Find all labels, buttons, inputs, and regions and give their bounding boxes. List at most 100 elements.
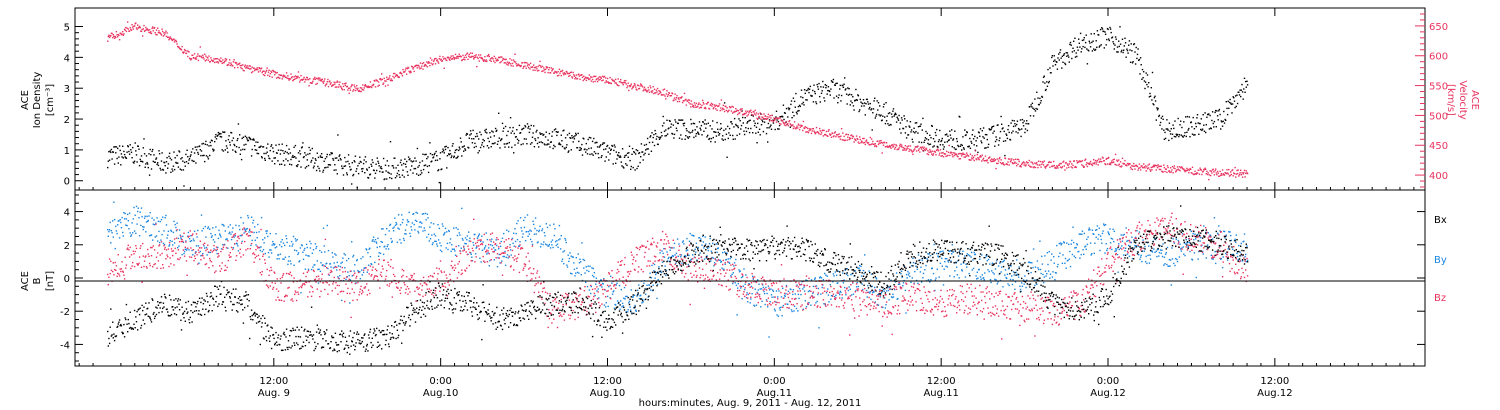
ion-density-point [150,168,153,170]
ion-density-point [984,147,986,149]
ion-density-point [1200,128,1202,131]
ion-density-point [813,84,815,86]
ion-density-point [483,145,485,148]
velocity-point [544,68,547,71]
by-point [658,266,660,268]
ion-density-point [546,143,549,145]
velocity-point [409,70,412,72]
ion-density-point [1024,131,1026,134]
by-point [601,286,603,288]
by-point [451,244,453,246]
by-point [768,336,770,338]
velocity-point [150,32,153,35]
ion-density-point [527,127,529,129]
ion-density-point [1150,87,1152,89]
ion-density-point [347,160,349,163]
by-point [649,272,651,274]
ion-density-point [900,117,903,119]
velocity-point [871,143,873,145]
ion-density-point [219,132,221,135]
velocity-point [372,83,375,86]
ion-density-point [750,127,752,130]
by-point [336,261,338,264]
velocity-point [317,77,320,79]
velocity-point [1131,168,1134,171]
velocity-point [830,133,832,136]
velocity-point [578,73,580,75]
velocity-point [1071,167,1074,169]
ion-density-point [127,145,129,147]
ion-density-point [929,134,931,136]
ion-density-point [344,165,347,167]
velocity-point [122,31,124,33]
by-point [749,302,751,304]
ion-density-point [434,152,436,155]
ion-density-point [789,126,791,128]
velocity-point [610,82,612,85]
velocity-point [591,76,593,78]
by-point [307,255,309,257]
velocity-point [257,71,260,73]
by-point [229,231,231,233]
by-point [920,266,922,268]
velocity-point [202,56,205,59]
velocity-point [1009,158,1011,160]
ion-density-point [1065,52,1067,54]
ion-density-point [805,99,807,101]
velocity-point [1150,166,1152,169]
velocity-point [240,67,242,69]
by-point [500,240,502,243]
ion-density-point [528,131,531,134]
velocity-point [295,77,297,80]
velocity-point [633,83,636,85]
ion-density-point [397,164,399,166]
by-point [879,296,881,298]
velocity-point [538,69,540,72]
velocity-point [562,72,564,74]
by-point [514,228,516,230]
ion-density-point [434,159,437,162]
ion-density-point [1044,82,1046,84]
ion-density-point [448,153,450,156]
ion-density-point [728,127,731,130]
velocity-point [551,70,553,72]
ion-density-point [1123,49,1125,51]
ion-density-point [133,162,135,164]
velocity-point [856,137,858,140]
by-point [200,214,203,216]
by-point [179,234,181,236]
ion-density-point [1067,54,1069,56]
velocity-point [1180,167,1182,169]
by-point [757,289,759,291]
by-point [772,289,774,291]
velocity-point [441,59,444,62]
velocity-point [358,89,360,92]
ion-density-point [1201,129,1203,132]
ion-density-point [724,138,726,141]
velocity-point [922,150,924,152]
by-point [729,257,731,260]
ion-density-point [994,145,996,147]
ion-density-point [295,157,297,159]
ion-density-point [850,100,852,102]
velocity-point [1111,161,1114,164]
ion-density-point [255,149,258,151]
velocity-point [282,76,284,78]
ion-density-point [115,152,117,154]
by-point [318,268,320,270]
velocity-point [665,98,667,100]
velocity-point [148,31,150,33]
by-point [731,273,733,276]
ion-density-point [270,144,273,146]
velocity-point [434,63,437,65]
ion-density-point [849,93,851,96]
velocity-point [693,106,695,108]
velocity-point [1138,163,1141,165]
by-point [785,293,787,295]
ion-density-point [507,130,509,133]
by-point [556,243,559,245]
velocity-point [192,54,194,56]
by-point [414,229,416,231]
ion-density-point [1104,33,1107,35]
ion-density-point [546,144,548,146]
